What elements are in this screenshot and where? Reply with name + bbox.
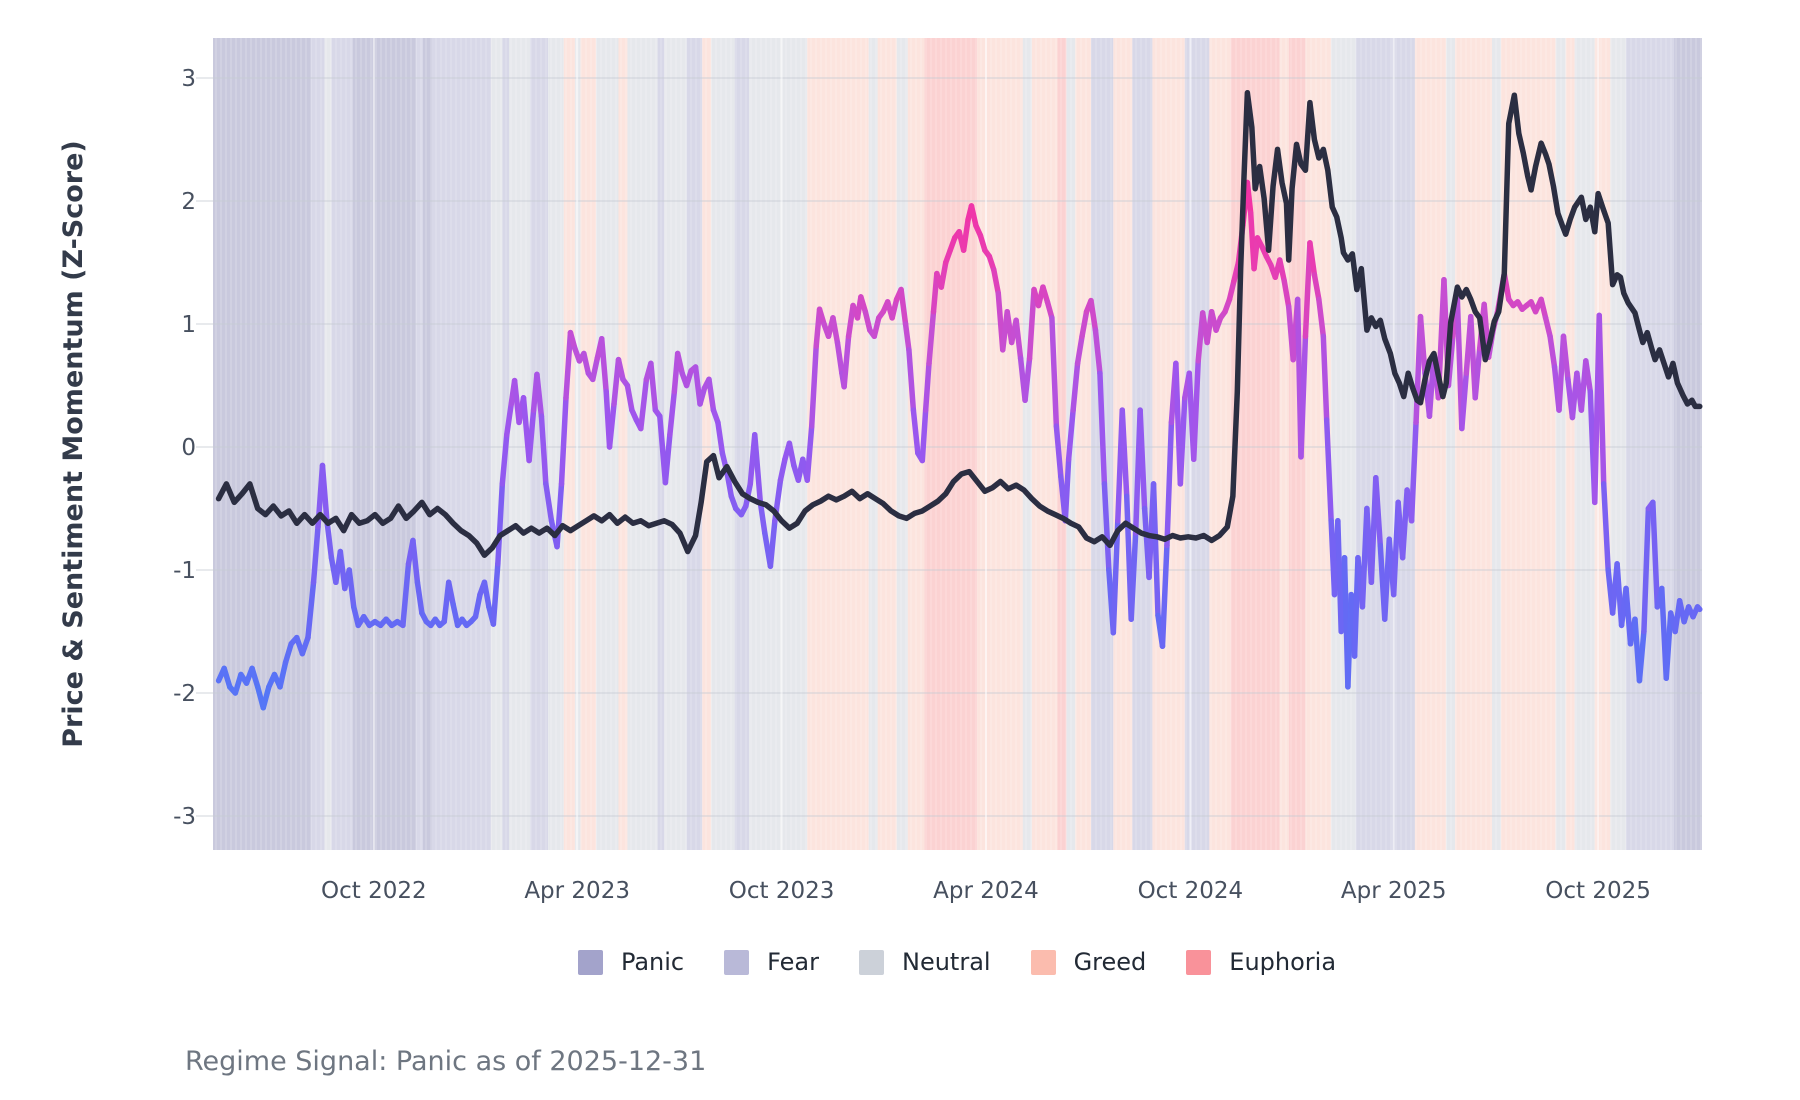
fear-swatch-icon: [724, 949, 750, 975]
x-tick-label: Oct 2025: [1545, 878, 1651, 904]
x-tick-label: Apr 2023: [524, 878, 630, 904]
legend-item-euphoria[interactable]: Euphoria: [1186, 948, 1336, 976]
y-tick-label: 0: [181, 435, 196, 461]
greed-swatch-icon: [1030, 949, 1056, 975]
legend-item-fear[interactable]: Fear: [724, 948, 819, 976]
price-line: [215, 90, 1703, 558]
y-axis-title: Price & Sentiment Momentum (Z-Score): [58, 140, 89, 748]
legend-label: Panic: [620, 948, 685, 976]
regime-bands: [213, 38, 1702, 850]
x-tick-label: Oct 2024: [1138, 878, 1244, 904]
y-tick-label: 2: [181, 189, 196, 215]
y-tick-label: 1: [181, 312, 196, 338]
gridlines: [196, 38, 1702, 850]
x-tick-label: Oct 2023: [729, 878, 835, 904]
legend-label: Neutral: [901, 948, 991, 976]
y-tick-label: -1: [173, 558, 196, 584]
panic-swatch-icon: [577, 949, 603, 975]
legend-item-greed[interactable]: Greed: [1030, 948, 1147, 976]
legend-item-panic[interactable]: Panic: [577, 948, 685, 976]
y-tick-label: 3: [181, 66, 196, 92]
neutral-swatch-icon: [858, 949, 884, 975]
euphoria-swatch-icon: [1186, 949, 1212, 975]
y-tick-label: -2: [173, 681, 196, 707]
legend-label: Greed: [1073, 948, 1147, 976]
y-axis-ticks: 3 2 1 0 -1 -2 -3: [173, 66, 196, 830]
x-axis-ticks: Oct 2022 Apr 2023 Oct 2023 Apr 2024 Oct 2024…: [321, 878, 1651, 904]
regime-signal-caption: Regime Signal: Panic as of 2025-12-31: [185, 1046, 707, 1077]
regime-legend: Panic Fear Neutral Greed Euphoria: [57, 948, 1800, 976]
legend-label: Fear: [767, 948, 819, 976]
sentiment-line: [215, 179, 1703, 711]
y-tick-label: -3: [173, 804, 196, 830]
x-tick-label: Apr 2024: [933, 878, 1039, 904]
legend-item-neutral[interactable]: Neutral: [858, 948, 991, 976]
momentum-chart[interactable]: 3 2 1 0 -1 -2 -3 Oct 2022 Apr 2023 Oct 2023 Apr 20…: [0, 0, 1800, 935]
legend-label: Euphoria: [1229, 948, 1337, 976]
x-tick-label: Oct 2022: [321, 878, 427, 904]
x-tick-label: Apr 2025: [1341, 878, 1447, 904]
